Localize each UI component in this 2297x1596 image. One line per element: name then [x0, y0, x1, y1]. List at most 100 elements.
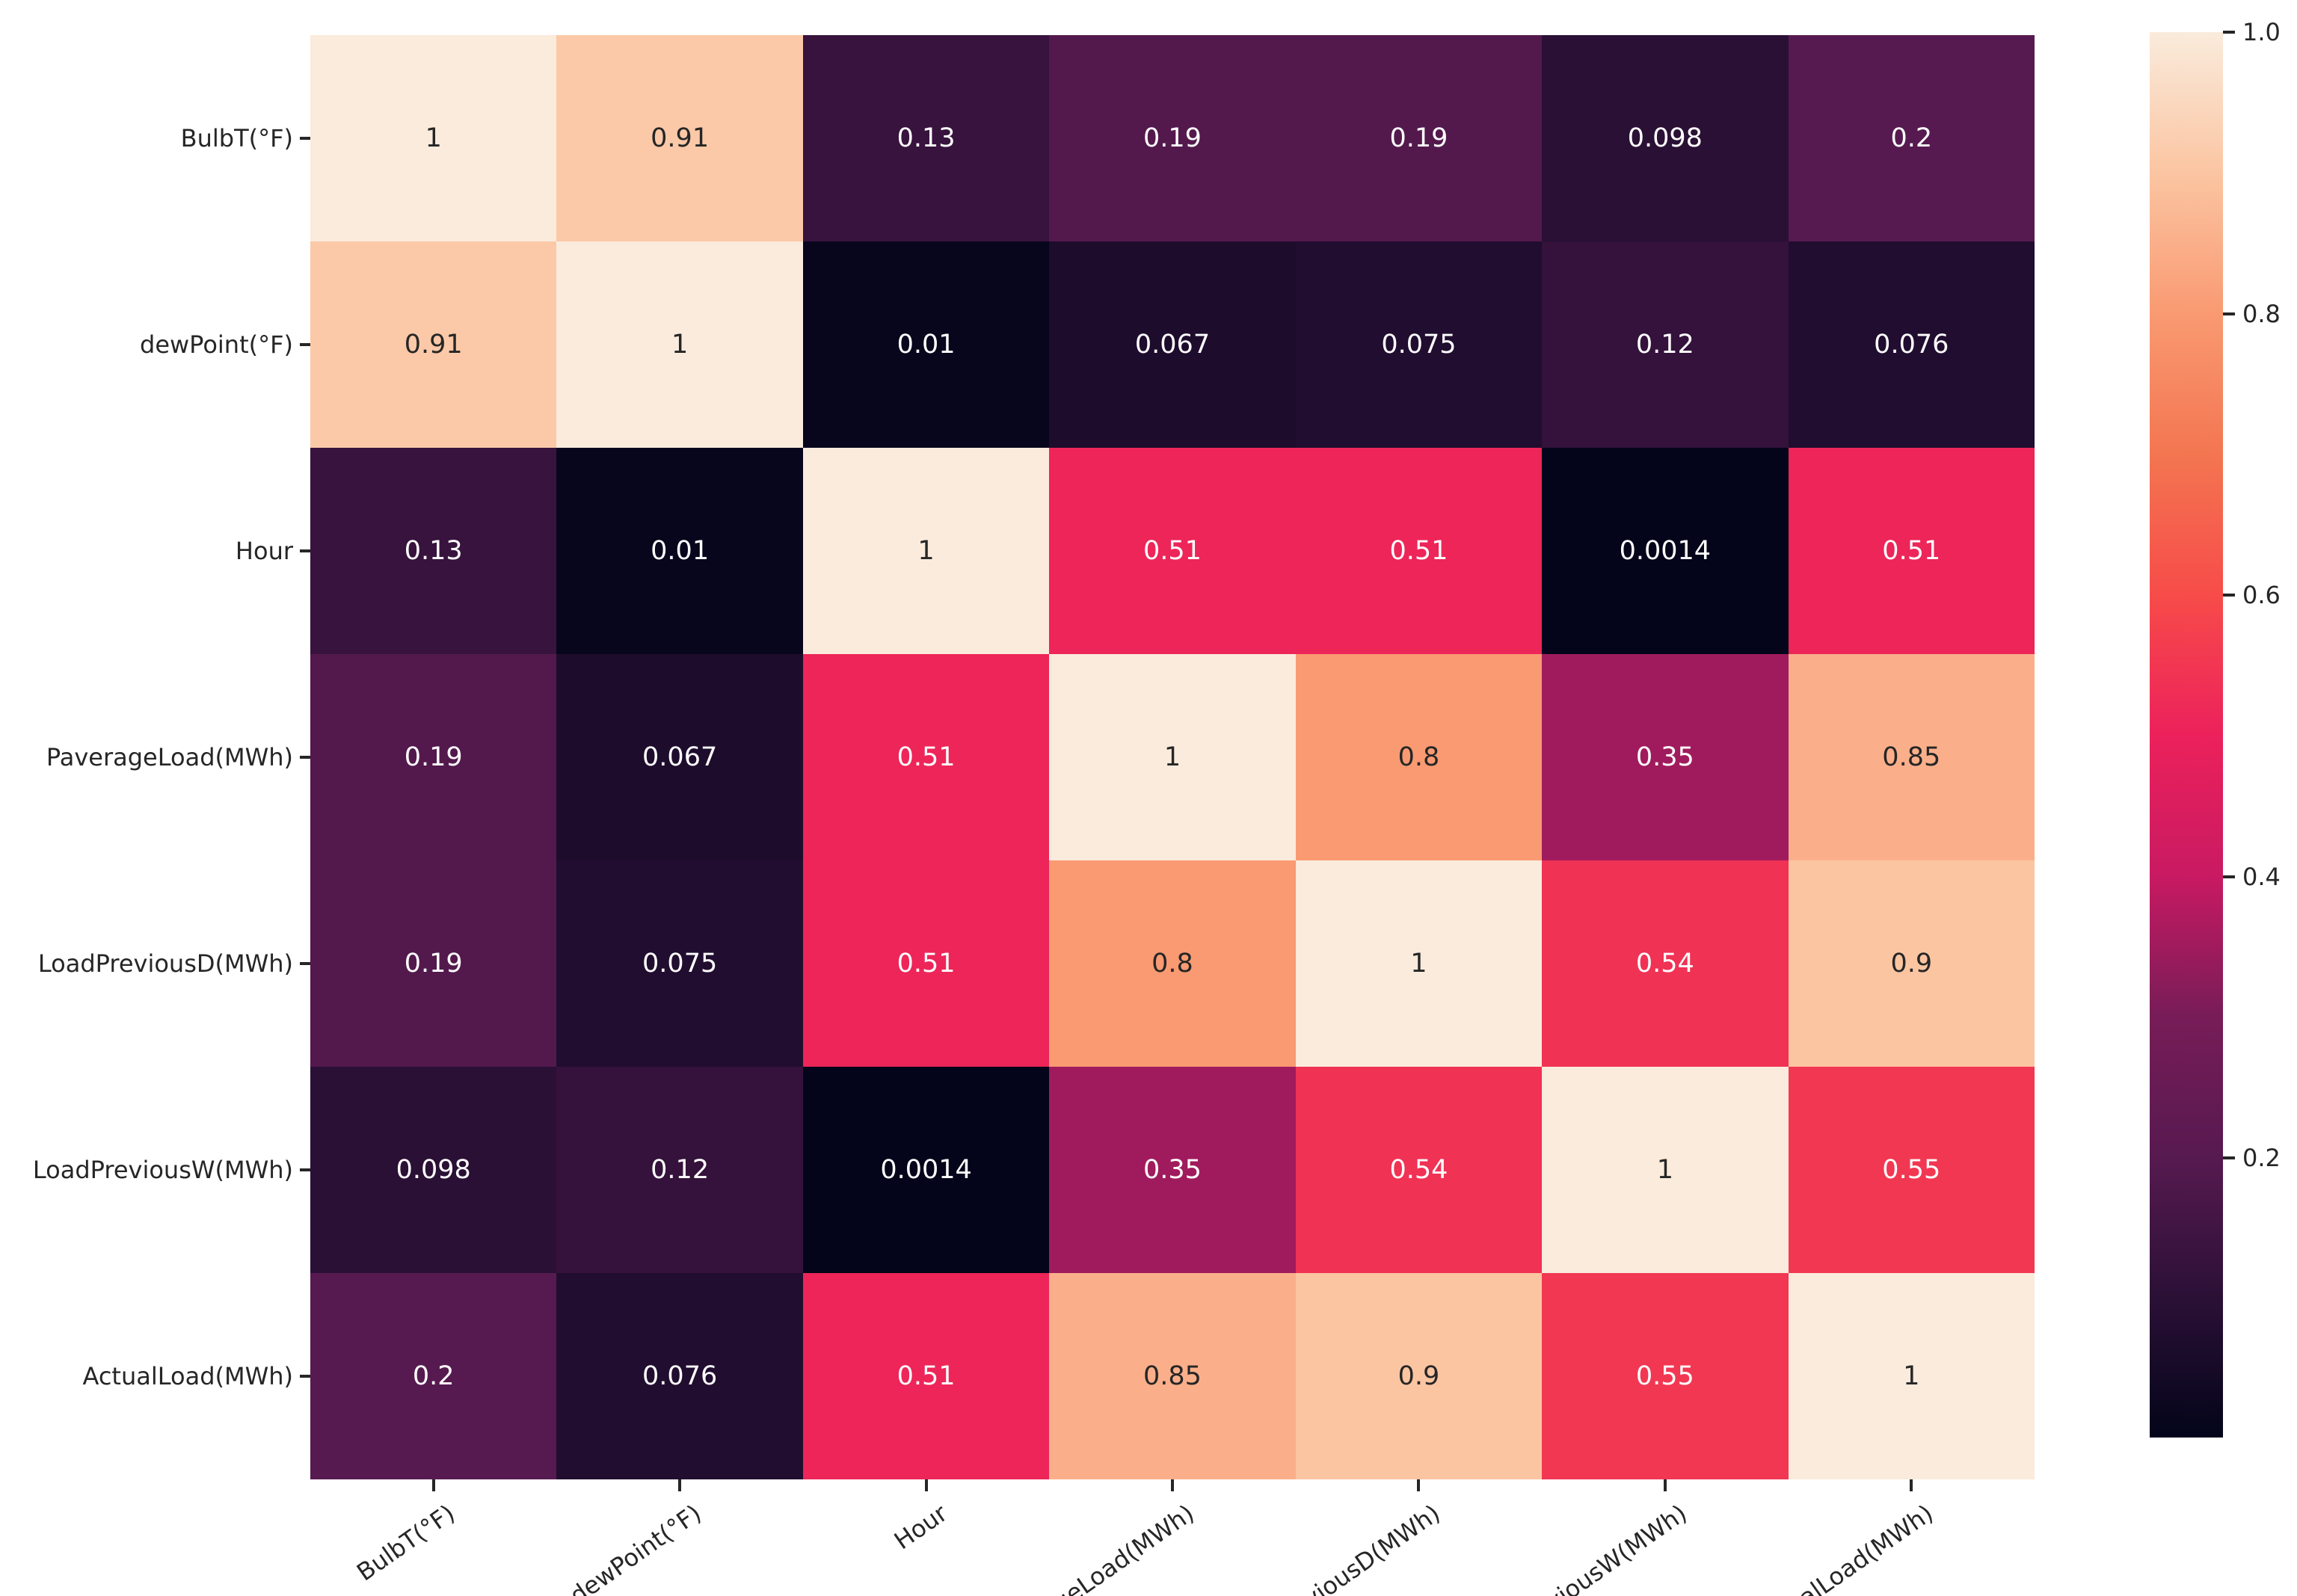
colorbar-tick-label: 0.6 [2242, 581, 2281, 610]
cell-value: 0.51 [897, 742, 956, 772]
y-tick-label: ActualLoad(MWh) [82, 1362, 293, 1390]
heatmap-cell-dewPoint(°F)-x-PaverageLoad(MWh): 0.067 [1049, 241, 1296, 448]
y-tick-mark [300, 1168, 310, 1171]
heatmap-cell-PaverageLoad(MWh)-x-Hour: 0.51 [802, 654, 1050, 860]
cell-value: 0.54 [1635, 948, 1694, 979]
cell-value: 0.12 [651, 1154, 710, 1185]
y-tick-mark [300, 756, 310, 759]
heatmap-cell-dewPoint(°F)-x-ActualLoad(MWh): 0.076 [1788, 241, 2035, 448]
heatmap-cell-PaverageLoad(MWh)-x-LoadPreviousD(MWh): 0.8 [1295, 654, 1543, 860]
y-tick-label: LoadPreviousW(MWh) [32, 1156, 293, 1184]
heatmap-cell-BulbT(°F)-x-ActualLoad(MWh): 0.2 [1788, 35, 2035, 241]
cell-value: 1 [1903, 1361, 1920, 1391]
cell-value: 1 [917, 535, 935, 566]
heatmap-cell-Hour-x-LoadPreviousD(MWh): 0.51 [1295, 448, 1543, 654]
y-tick-mark [300, 343, 310, 346]
cell-value: 0.0014 [1619, 535, 1712, 566]
colorbar-tick-label: 0.8 [2242, 299, 2281, 328]
cell-value: 0.01 [651, 535, 710, 566]
colorbar: 1.0 0.8 0.6 0.4 0.2 [2150, 18, 2281, 1438]
cell-value: 0.55 [1882, 1154, 1941, 1185]
heatmap-cell-LoadPreviousD(MWh)-x-PaverageLoad(MWh): 0.8 [1049, 860, 1296, 1067]
y-tick-label: PaverageLoad(MWh) [46, 743, 293, 771]
cell-value: 0.51 [1882, 535, 1941, 566]
heatmap-cell-BulbT(°F)-x-BulbT(°F): 1 [310, 35, 557, 241]
cell-value: 0.55 [1635, 1361, 1694, 1391]
y-tick-label: Hour [235, 537, 293, 565]
heatmap-cell-ActualLoad(MWh)-x-Hour: 0.51 [802, 1273, 1050, 1479]
colorbar-gradient [2150, 32, 2223, 1438]
colorbar-tick-mark [2223, 594, 2235, 597]
heatmap-cell-Hour-x-LoadPreviousW(MWh): 0.0014 [1542, 448, 1789, 654]
cell-value: 0.35 [1635, 742, 1694, 772]
cell-value: 0.91 [404, 329, 463, 360]
cell-value: 0.067 [1134, 329, 1211, 360]
cell-value: 0.098 [1627, 123, 1703, 153]
colorbar-tick-label: 1.0 [2242, 18, 2281, 46]
y-tick-mark [300, 137, 310, 140]
x-tick-mark [1417, 1479, 1421, 1491]
cell-value: 0.01 [897, 329, 956, 360]
cell-value: 0.075 [1381, 329, 1457, 360]
heatmap-cell-ActualLoad(MWh)-x-LoadPreviousD(MWh): 0.9 [1295, 1273, 1543, 1479]
x-tick-label-text: LoadPreviousW(MWh) [1462, 1499, 1692, 1596]
cell-value: 0.19 [1389, 123, 1448, 153]
heatmap-cell-LoadPreviousD(MWh)-x-BulbT(°F): 0.19 [310, 860, 557, 1067]
heatmap-cell-dewPoint(°F)-x-LoadPreviousW(MWh): 0.12 [1542, 241, 1789, 448]
cell-value: 0.91 [651, 123, 710, 153]
cell-value: 0.2 [412, 1361, 455, 1391]
x-tick-mark [1171, 1479, 1174, 1491]
x-tick-label-text: ActualLoad(MWh) [1749, 1499, 1939, 1596]
cell-value: 0.54 [1389, 1154, 1448, 1185]
heatmap-cell-LoadPreviousD(MWh)-x-LoadPreviousW(MWh): 0.54 [1542, 860, 1789, 1067]
y-tick-label: BulbT(°F) [180, 124, 293, 152]
cell-value: 1 [1410, 948, 1427, 979]
cell-value: 0.35 [1143, 1154, 1202, 1185]
cell-value: 1 [425, 123, 442, 153]
y-tick-label: dewPoint(°F) [140, 330, 293, 359]
heatmap-cell-dewPoint(°F)-x-dewPoint(°F): 1 [556, 241, 803, 448]
colorbar-tick-label: 0.4 [2242, 862, 2281, 891]
cell-value: 0.8 [1397, 742, 1440, 772]
heatmap-cell-LoadPreviousW(MWh)-x-ActualLoad(MWh): 0.55 [1788, 1067, 2035, 1273]
cell-value: 0.0014 [880, 1154, 972, 1185]
heatmap-cell-ActualLoad(MWh)-x-BulbT(°F): 0.2 [310, 1273, 557, 1479]
heatmap-cell-LoadPreviousD(MWh)-x-dewPoint(°F): 0.075 [556, 860, 803, 1067]
heatmap-cell-PaverageLoad(MWh)-x-BulbT(°F): 0.19 [310, 654, 557, 860]
x-tick-mark [431, 1479, 435, 1491]
colorbar-tick-mark [2223, 875, 2235, 878]
heatmap-cell-LoadPreviousW(MWh)-x-PaverageLoad(MWh): 0.35 [1049, 1067, 1296, 1273]
cell-value: 1 [671, 329, 689, 360]
heatmap-cell-dewPoint(°F)-x-BulbT(°F): 0.91 [310, 241, 557, 448]
heatmap-cell-LoadPreviousW(MWh)-x-Hour: 0.0014 [802, 1067, 1050, 1273]
heatmap-cell-Hour-x-BulbT(°F): 0.13 [310, 448, 557, 654]
heatmap-cell-BulbT(°F)-x-LoadPreviousW(MWh): 0.098 [1542, 35, 1789, 241]
x-tick-label-text: dewPoint(°F) [565, 1499, 707, 1596]
heatmap-cell-dewPoint(°F)-x-LoadPreviousD(MWh): 0.075 [1295, 241, 1543, 448]
cell-value: 0.85 [1143, 1361, 1202, 1391]
y-tick-mark [300, 1375, 310, 1378]
y-tick-mark [300, 549, 310, 552]
x-tick-mark [1910, 1479, 1913, 1491]
cell-value: 0.12 [1635, 329, 1694, 360]
heatmap-cell-ActualLoad(MWh)-x-dewPoint(°F): 0.076 [556, 1273, 803, 1479]
colorbar-tick-label: 0.2 [2242, 1144, 2281, 1173]
heatmap-cell-BulbT(°F)-x-PaverageLoad(MWh): 0.19 [1049, 35, 1296, 241]
cell-value: 0.19 [404, 948, 463, 979]
cell-value: 0.067 [642, 742, 718, 772]
heatmap-cell-ActualLoad(MWh)-x-ActualLoad(MWh): 1 [1788, 1273, 2035, 1479]
cell-value: 0.51 [1389, 535, 1448, 566]
heatmap-cell-PaverageLoad(MWh)-x-ActualLoad(MWh): 0.85 [1788, 654, 2035, 860]
x-tick-label-text: Hour [889, 1499, 953, 1556]
cell-value: 0.098 [396, 1154, 471, 1185]
heatmap-cell-LoadPreviousW(MWh)-x-dewPoint(°F): 0.12 [556, 1067, 803, 1273]
heatmap-cell-PaverageLoad(MWh)-x-LoadPreviousW(MWh): 0.35 [1542, 654, 1789, 860]
cell-value: 0.8 [1151, 948, 1193, 979]
colorbar-tick-mark [2223, 31, 2235, 34]
heatmap-cell-BulbT(°F)-x-LoadPreviousD(MWh): 0.19 [1295, 35, 1543, 241]
heatmap-cell-BulbT(°F)-x-Hour: 0.13 [802, 35, 1050, 241]
y-tick-mark [300, 962, 310, 965]
x-tick-mark [1663, 1479, 1667, 1491]
heatmap-cell-Hour-x-PaverageLoad(MWh): 0.51 [1049, 448, 1296, 654]
